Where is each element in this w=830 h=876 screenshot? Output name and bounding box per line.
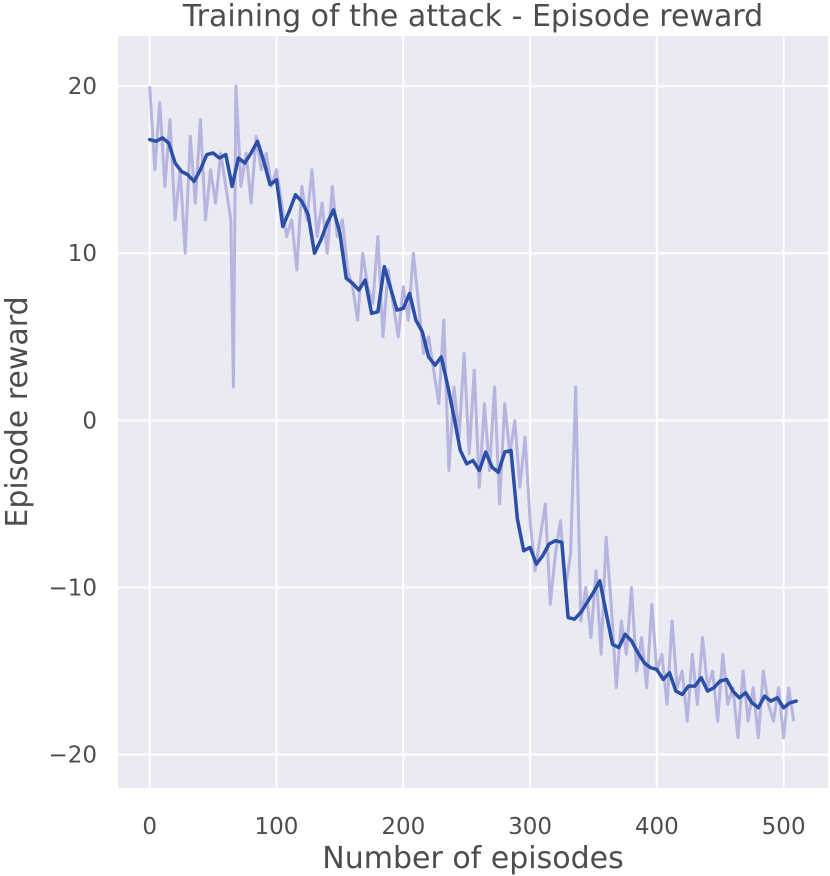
y-tick-labels: 20 10 0 −10 −20	[48, 74, 97, 768]
grid-lines	[118, 36, 828, 788]
raw-series-layer	[148, 84, 796, 740]
smoothed-series-layer	[147, 136, 799, 710]
y-tick-label: 10	[68, 241, 97, 267]
smoothed-reward-line	[147, 136, 799, 710]
x-tick-label: 500	[762, 814, 806, 840]
x-tick-label: 400	[635, 814, 679, 840]
raw-reward-line	[148, 84, 796, 740]
y-tick-label: 0	[82, 408, 97, 434]
chart-title: Training of the attack - Episode reward	[182, 0, 763, 34]
y-tick-label: −20	[48, 743, 97, 769]
y-tick-label: 20	[68, 74, 97, 100]
y-tick-label: −10	[48, 575, 97, 601]
x-tick-label: 100	[255, 814, 299, 840]
x-tick-label: 200	[381, 814, 425, 840]
x-tick-label: 0	[142, 814, 157, 840]
y-axis-label: Episode reward	[0, 296, 35, 527]
x-axis-label: Number of episodes	[322, 841, 623, 876]
x-tick-labels: 0 100 200 300 400 500	[142, 814, 805, 840]
x-tick-label: 300	[508, 814, 552, 840]
